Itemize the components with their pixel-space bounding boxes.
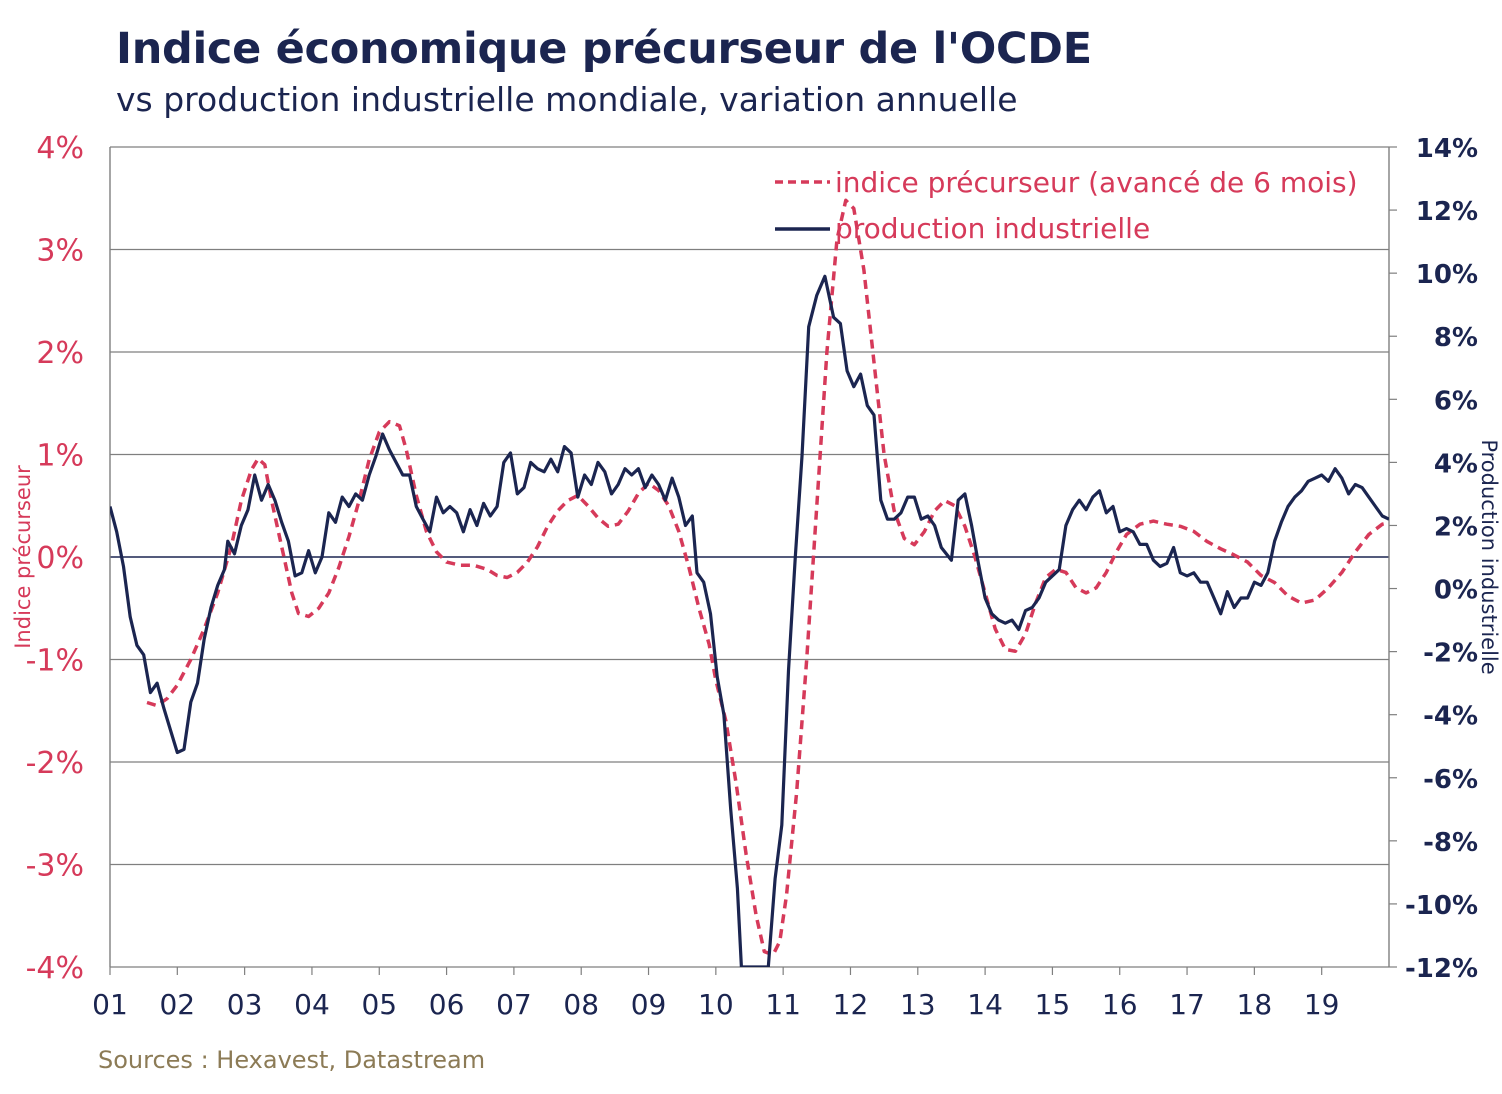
x-tick-label: 19 bbox=[1304, 988, 1340, 1021]
left-tick-label: 0% bbox=[36, 541, 84, 576]
left-axis-title: Indice précurseur bbox=[11, 465, 35, 649]
x-tick-label: 18 bbox=[1237, 988, 1273, 1021]
x-tick-label: 05 bbox=[361, 988, 397, 1021]
x-tick-label: 08 bbox=[563, 988, 599, 1021]
x-tick-label: 06 bbox=[429, 988, 465, 1021]
x-tick-label: 01 bbox=[92, 988, 128, 1021]
series-line-industrial-production bbox=[110, 274, 1389, 967]
right-tick-label: 8% bbox=[1434, 323, 1478, 353]
x-tick-label: 11 bbox=[765, 988, 801, 1021]
left-tick-label: -4% bbox=[26, 951, 84, 986]
source-note: Sources : Hexavest, Datastream bbox=[98, 1046, 486, 1074]
right-tick-label: -12% bbox=[1405, 954, 1478, 984]
left-tick-label: -2% bbox=[26, 746, 84, 781]
right-tick-label: -10% bbox=[1405, 891, 1478, 921]
x-tick-label: 13 bbox=[900, 988, 936, 1021]
right-tick-label: 2% bbox=[1434, 512, 1478, 542]
chart-subtitle: vs production industrielle mondiale, var… bbox=[116, 80, 1018, 119]
right-tick-label: 0% bbox=[1434, 576, 1478, 606]
x-tick-label: 03 bbox=[227, 988, 263, 1021]
right-tick-label: -6% bbox=[1423, 765, 1478, 795]
x-tick-label: 07 bbox=[496, 988, 532, 1021]
left-tick-label: 3% bbox=[36, 234, 84, 269]
left-tick-label: 2% bbox=[36, 336, 84, 371]
x-tick-label: 12 bbox=[833, 988, 869, 1021]
x-tick-label: 04 bbox=[294, 988, 330, 1021]
left-tick-label: -3% bbox=[26, 849, 84, 884]
x-tick-label: 15 bbox=[1035, 988, 1071, 1021]
right-tick-label: 6% bbox=[1434, 386, 1478, 416]
right-axis-title: Production industrielle bbox=[1477, 439, 1501, 674]
right-tick-label: 4% bbox=[1434, 449, 1478, 479]
legend-label-leading-indicator: indice précurseur (avancé de 6 mois) bbox=[835, 166, 1358, 199]
x-tick-label: 16 bbox=[1102, 988, 1138, 1021]
legend-label-industrial-production: production industrielle bbox=[835, 212, 1150, 245]
right-tick-label: 12% bbox=[1416, 197, 1478, 227]
right-tick-label: 14% bbox=[1416, 134, 1478, 164]
series-line-leading-indicator bbox=[146, 198, 1389, 957]
x-tick-label: 10 bbox=[698, 988, 734, 1021]
x-tick-label: 14 bbox=[967, 988, 1003, 1021]
chart-title: Indice économique précurseur de l'OCDE bbox=[116, 24, 1092, 74]
left-tick-label: 4% bbox=[36, 131, 84, 166]
left-tick-label: -1% bbox=[26, 644, 84, 679]
x-tick-label: 09 bbox=[631, 988, 667, 1021]
right-tick-label: -2% bbox=[1423, 639, 1478, 669]
x-tick-label: 02 bbox=[159, 988, 195, 1021]
left-tick-label: 1% bbox=[36, 439, 84, 474]
right-tick-label: -8% bbox=[1423, 828, 1478, 858]
right-tick-label: -4% bbox=[1423, 702, 1478, 732]
x-tick-label: 17 bbox=[1169, 988, 1205, 1021]
right-tick-label: 10% bbox=[1416, 260, 1478, 290]
